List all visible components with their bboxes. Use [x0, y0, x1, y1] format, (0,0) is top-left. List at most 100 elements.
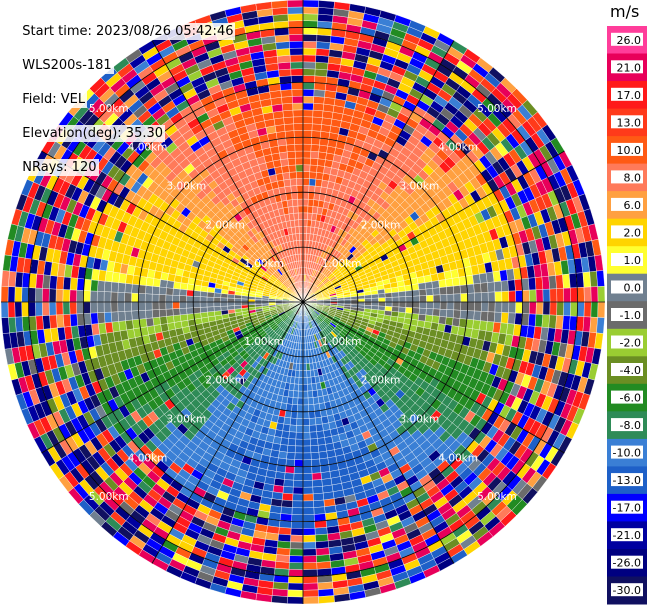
velocity-bin	[110, 301, 119, 313]
velocity-bin	[0, 286, 9, 303]
velocity-bin	[173, 321, 183, 330]
velocity-bin	[285, 458, 295, 467]
velocity-bin	[312, 109, 324, 118]
velocity-bin	[364, 294, 372, 299]
velocity-bin	[439, 301, 448, 310]
velocity-bin	[294, 452, 304, 461]
velocity-bin	[385, 301, 393, 307]
velocity-bin	[312, 396, 320, 405]
velocity-bin	[180, 320, 190, 328]
velocity-bin	[282, 492, 294, 501]
velocity-bin	[398, 296, 407, 303]
velocity-bin	[138, 293, 146, 303]
velocity-bin	[302, 185, 310, 193]
velocity-bin	[96, 291, 105, 303]
velocity-bin	[200, 306, 208, 313]
velocity-bin	[397, 285, 406, 293]
velocity-bin	[378, 301, 386, 307]
velocity-bin	[165, 287, 174, 296]
velocity-bin	[302, 445, 312, 454]
velocity-bin	[548, 275, 557, 290]
velocity-bin	[227, 297, 235, 303]
velocity-bin	[302, 493, 314, 502]
velocity-bin	[296, 425, 304, 433]
velocity-bin	[220, 301, 228, 307]
velocity-bin	[423, 274, 433, 283]
velocity-bin	[308, 404, 315, 412]
velocity-bin	[309, 164, 318, 173]
velocity-bin	[371, 293, 379, 299]
velocity-bin	[312, 492, 324, 501]
velocity-bin	[152, 309, 160, 318]
velocity-bin	[302, 438, 311, 447]
velocity-bin	[474, 292, 482, 303]
velocity-bin	[117, 292, 125, 303]
velocity-bin	[320, 124, 332, 133]
velocity-bin	[425, 308, 434, 316]
velocity-bin	[48, 288, 57, 303]
velocity-bin	[227, 301, 235, 307]
velocity-bin	[589, 270, 598, 288]
velocity-bin	[42, 301, 50, 316]
velocity-bin	[433, 294, 441, 303]
velocity-bin	[314, 410, 322, 419]
velocity-bin	[446, 301, 455, 311]
velocity-bin	[159, 279, 168, 288]
velocity-bin	[522, 301, 530, 315]
velocity-bin	[83, 312, 92, 326]
velocity-bin	[42, 288, 50, 303]
velocity-bin	[159, 316, 168, 325]
velocity-bin	[302, 569, 318, 577]
velocity-bin	[311, 137, 321, 146]
velocity-bin	[405, 290, 413, 297]
velocity-bin	[302, 89, 315, 97]
velocity-bin	[165, 308, 174, 317]
velocity-bin	[302, 582, 319, 591]
velocity-bin	[317, 7, 335, 16]
velocity-bin	[138, 301, 146, 311]
velocity-bin	[145, 309, 153, 319]
velocity-bin	[305, 356, 310, 364]
velocity-bin	[302, 192, 309, 200]
velocity-bin	[42, 274, 51, 289]
velocity-bin	[357, 301, 365, 306]
velocity-bin	[460, 301, 468, 311]
velocity-bin	[302, 171, 310, 179]
velocity-bin	[1, 270, 10, 287]
velocity-bin	[583, 301, 592, 318]
velocity-bin	[144, 301, 153, 311]
velocity-bin	[62, 276, 72, 290]
velocity-bin	[309, 171, 317, 180]
velocity-bin	[288, 569, 304, 577]
velocity-bin	[398, 291, 406, 298]
velocity-bin	[271, 595, 288, 604]
velocity-bin	[302, 61, 316, 70]
velocity-bin	[302, 411, 310, 419]
velocity-bin	[287, 589, 304, 598]
velocity-bin	[42, 315, 51, 330]
velocity-bin	[514, 278, 523, 292]
velocity-bin	[307, 199, 314, 207]
velocity-bin	[384, 292, 393, 298]
velocity-bin	[472, 319, 481, 331]
velocity-bin	[466, 310, 475, 321]
velocity-bin	[145, 285, 153, 295]
velocity-bin	[310, 144, 320, 152]
velocity-bin	[371, 301, 379, 307]
velocity-bin	[438, 279, 447, 288]
velocity-bin	[179, 314, 188, 322]
velocity-bin	[145, 277, 155, 287]
velocity-bin	[500, 312, 509, 324]
velocity-bin	[555, 315, 564, 330]
velocity-bin	[21, 301, 29, 317]
velocity-bin	[313, 499, 325, 508]
velocity-bin	[549, 301, 558, 316]
velocity-bin	[529, 301, 537, 315]
velocity-bin	[299, 356, 304, 364]
velocity-bin	[312, 103, 324, 112]
velocity-bin	[213, 301, 221, 307]
velocity-bin	[290, 534, 304, 543]
velocity-bin	[322, 422, 331, 432]
velocity-bin	[311, 472, 322, 481]
velocity-bin	[97, 312, 106, 324]
